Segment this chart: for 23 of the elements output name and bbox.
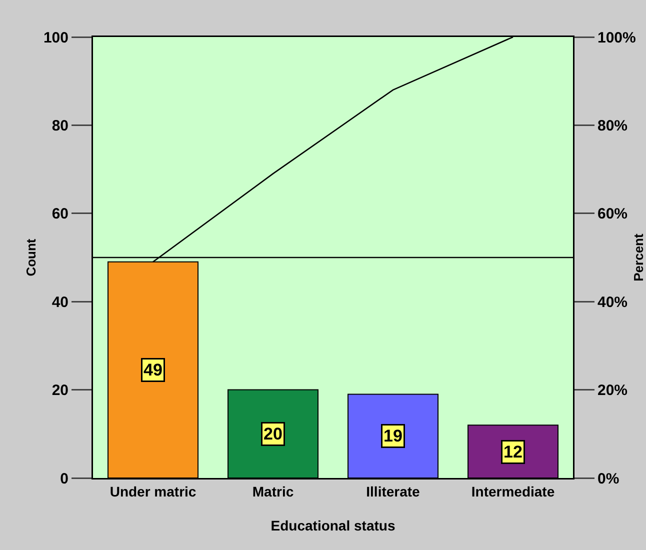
x-tick-label: Intermediate: [471, 483, 555, 500]
data-label: 19: [384, 426, 402, 446]
y2-axis-title: Percent: [631, 232, 646, 282]
y2-tick-label: 0%: [598, 470, 620, 488]
y-tick-label: 100: [43, 29, 68, 46]
y-tick-label: 20: [52, 382, 68, 400]
x-tick-label: Matric: [252, 483, 294, 500]
y2-tick-label: 100%: [598, 29, 636, 46]
y2-tick-label: 40%: [598, 294, 628, 311]
data-label: 20: [264, 424, 282, 444]
y2-tick-label: 60%: [598, 206, 628, 223]
x-tick-label: Under matric: [110, 483, 196, 500]
data-label: 12: [504, 442, 522, 462]
x-axis-title: Educational status: [270, 517, 396, 534]
data-label: 49: [144, 360, 162, 380]
y-tick-label: 60: [52, 206, 68, 223]
y-axis-title: Count: [24, 238, 39, 276]
y-tick-label: 40: [52, 294, 68, 311]
x-tick-label: Illiterate: [366, 483, 420, 500]
y-tick-label: 80: [52, 117, 68, 134]
y2-tick-label: 20%: [598, 382, 628, 400]
y-tick-label: 0: [60, 470, 68, 488]
y2-tick-label: 80%: [598, 117, 628, 134]
